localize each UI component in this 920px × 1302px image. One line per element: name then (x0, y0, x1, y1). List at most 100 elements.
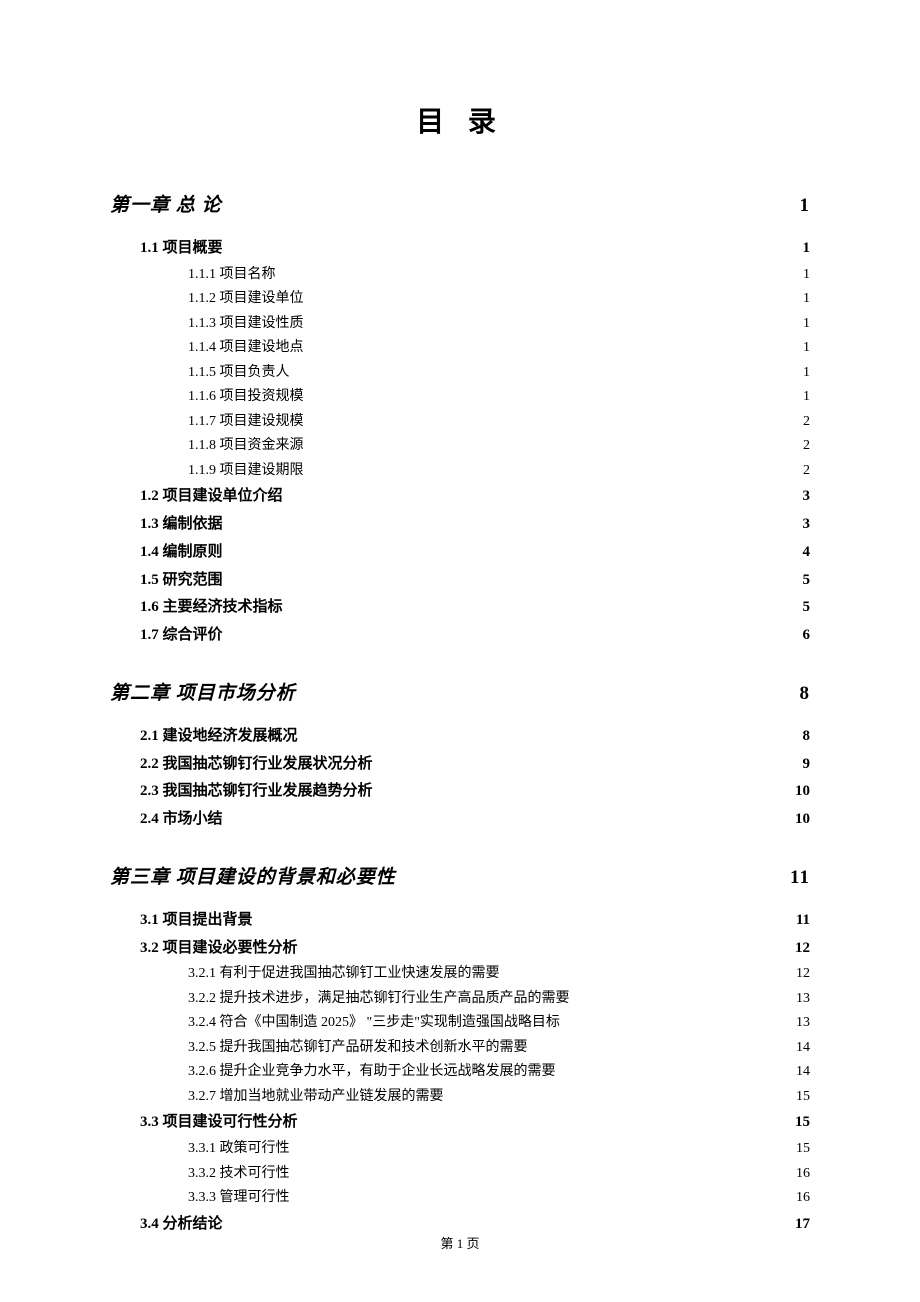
toc-entry-label: 1.6 主要经济技术指标 (140, 594, 283, 622)
toc-entry: 3.2 项目建设必要性分析 12 (140, 935, 810, 963)
toc-entry-page: 14 (796, 1036, 810, 1061)
toc-entry: 1.4 编制原则 4 (140, 539, 810, 567)
toc-entry-page: 3 (803, 511, 811, 539)
toc-entry-page: 16 (796, 1162, 810, 1187)
page-container: 目 录 第一章 总 论11.1 项目概要11.1.1 项目名称11.1.2 项目… (0, 0, 920, 1298)
toc-entry-page: 1 (803, 263, 810, 288)
toc-entry-page: 4 (803, 539, 811, 567)
toc-entry-page: 3 (803, 483, 811, 511)
toc-entry: 第三章 项目建设的背景和必要性 11 (110, 862, 810, 889)
page-footer: 第 1 页 (0, 1233, 920, 1252)
toc-entry-page: 2 (803, 434, 810, 459)
toc-entry: 2.1 建设地经济发展概况 8 (140, 723, 810, 751)
toc-entry-page: 11 (790, 867, 810, 889)
toc-entry: 1.1.8 项目资金来源 2 (188, 434, 810, 459)
toc-entry: 1.6 主要经济技术指标 5 (140, 594, 810, 622)
toc-entry-label: 第一章 总 论 (110, 190, 222, 217)
toc-entry-label: 3.3.2 技术可行性 (188, 1162, 290, 1187)
toc-body: 第一章 总 论11.1 项目概要11.1.1 项目名称11.1.2 项目建设单位… (110, 190, 810, 1238)
toc-entry-page: 1 (803, 385, 810, 410)
toc-entry-label: 1.1 项目概要 (140, 235, 223, 263)
toc-entry: 1.5 研究范围 5 (140, 567, 810, 595)
toc-entry-label: 3.3.3 管理可行性 (188, 1186, 290, 1211)
toc-entry: 2.3 我国抽芯铆钉行业发展趋势分析10 (140, 778, 810, 806)
toc-entry-page: 15 (796, 1085, 810, 1110)
toc-entry-page: 1 (803, 312, 810, 337)
toc-entry: 1.1.6 项目投资规模 1 (188, 385, 810, 410)
toc-entry-page: 9 (803, 751, 811, 779)
toc-entry-label: 1.1.2 项目建设单位 (188, 287, 304, 312)
toc-entry-label: 3.1 项目提出背景 (140, 907, 253, 935)
toc-entry-label: 3.2.4 符合《中国制造 2025》 "三步走"实现制造强国战略目标 (188, 1011, 560, 1036)
toc-entry: 3.3.2 技术可行性 16 (188, 1162, 810, 1187)
toc-entry-label: 2.2 我国抽芯铆钉行业发展状况分析 (140, 751, 373, 779)
toc-entry: 1.1.5 项目负责人 1 (188, 361, 810, 386)
toc-entry-label: 1.1.3 项目建设性质 (188, 312, 304, 337)
toc-entry-page: 11 (796, 907, 810, 935)
toc-entry-page: 8 (803, 723, 811, 751)
toc-entry: 3.2.7 增加当地就业带动产业链发展的需要 15 (188, 1085, 810, 1110)
toc-entry-label: 第三章 项目建设的背景和必要性 (110, 862, 396, 889)
toc-entry-page: 1 (803, 361, 810, 386)
toc-entry-page: 5 (803, 594, 811, 622)
toc-entry-page: 16 (796, 1186, 810, 1211)
toc-entry-label: 1.4 编制原则 (140, 539, 223, 567)
toc-entry-label: 3.3.1 政策可行性 (188, 1137, 290, 1162)
toc-entry-page: 2 (803, 459, 810, 484)
toc-entry: 2.2 我国抽芯铆钉行业发展状况分析 9 (140, 751, 810, 779)
toc-entry-page: 1 (803, 235, 811, 263)
toc-entry: 3.2.1 有利于促进我国抽芯铆钉工业快速发展的需要12 (188, 962, 810, 987)
toc-entry-page: 2 (803, 410, 810, 435)
toc-entry-label: 1.1.5 项目负责人 (188, 361, 290, 386)
toc-entry-label: 3.2.7 增加当地就业带动产业链发展的需要 (188, 1085, 444, 1110)
toc-entry-page: 15 (795, 1109, 810, 1137)
toc-entry: 3.3.1 政策可行性 15 (188, 1137, 810, 1162)
toc-entry-page: 12 (795, 935, 810, 963)
toc-entry-label: 3.2 项目建设必要性分析 (140, 935, 298, 963)
toc-entry-label: 1.2 项目建设单位介绍 (140, 483, 283, 511)
toc-entry: 3.1 项目提出背景 11 (140, 907, 810, 935)
toc-entry: 1.7 综合评价6 (140, 622, 810, 650)
toc-entry-page: 13 (796, 987, 810, 1012)
toc-entry-page: 15 (796, 1137, 810, 1162)
toc-entry: 1.1.3 项目建设性质 1 (188, 312, 810, 337)
toc-entry: 3.3 项目建设可行性分析 15 (140, 1109, 810, 1137)
toc-entry-label: 1.1.6 项目投资规模 (188, 385, 304, 410)
toc-entry: 第二章 项目市场分析8 (110, 678, 810, 705)
toc-entry-page: 10 (795, 778, 810, 806)
toc-entry: 1.1 项目概要 1 (140, 235, 810, 263)
toc-entry-label: 1.1.4 项目建设地点 (188, 336, 304, 361)
toc-entry: 3.3.3 管理可行性 16 (188, 1186, 810, 1211)
toc-entry: 3.2.2 提升技术进步，满足抽芯铆钉行业生产高品质产品的需要 13 (188, 987, 810, 1012)
toc-entry: 3.2.4 符合《中国制造 2025》 "三步走"实现制造强国战略目标 13 (188, 1011, 810, 1036)
toc-entry-label: 3.2.2 提升技术进步，满足抽芯铆钉行业生产高品质产品的需要 (188, 987, 570, 1012)
toc-entry-label: 3.2.5 提升我国抽芯铆钉产品研发和技术创新水平的需要 (188, 1036, 528, 1061)
toc-entry-label: 1.1.8 项目资金来源 (188, 434, 304, 459)
toc-entry-label: 1.1.1 项目名称 (188, 263, 276, 288)
toc-entry-label: 2.1 建设地经济发展概况 (140, 723, 298, 751)
toc-entry-label: 1.1.9 项目建设期限 (188, 459, 304, 484)
toc-entry-page: 1 (803, 336, 810, 361)
toc-entry: 第一章 总 论 1 (110, 190, 810, 217)
toc-entry: 1.1.4 项目建设地点 1 (188, 336, 810, 361)
toc-entry-label: 1.3 编制依据 (140, 511, 223, 539)
toc-entry: 1.1.1 项目名称 1 (188, 263, 810, 288)
toc-entry: 1.1.2 项目建设单位1 (188, 287, 810, 312)
toc-entry-page: 12 (796, 962, 810, 987)
toc-entry-label: 3.2.6 提升企业竞争力水平，有助于企业长远战略发展的需要 (188, 1060, 556, 1085)
toc-entry-page: 13 (796, 1011, 810, 1036)
toc-entry: 1.2 项目建设单位介绍 3 (140, 483, 810, 511)
toc-entry: 3.2.5 提升我国抽芯铆钉产品研发和技术创新水平的需要 14 (188, 1036, 810, 1061)
toc-entry-page: 10 (795, 806, 810, 834)
toc-entry-page: 14 (796, 1060, 810, 1085)
toc-entry-page: 6 (803, 622, 811, 650)
toc-entry: 1.1.7 项目建设规模2 (188, 410, 810, 435)
toc-entry-page: 5 (803, 567, 811, 595)
toc-entry-label: 1.5 研究范围 (140, 567, 223, 595)
toc-entry: 1.3 编制依据 3 (140, 511, 810, 539)
toc-entry-label: 2.4 市场小结 (140, 806, 223, 834)
toc-entry-label: 3.3 项目建设可行性分析 (140, 1109, 298, 1137)
toc-entry-label: 第二章 项目市场分析 (110, 678, 296, 705)
toc-entry-page: 1 (800, 195, 811, 217)
toc-title: 目 录 (110, 100, 810, 140)
